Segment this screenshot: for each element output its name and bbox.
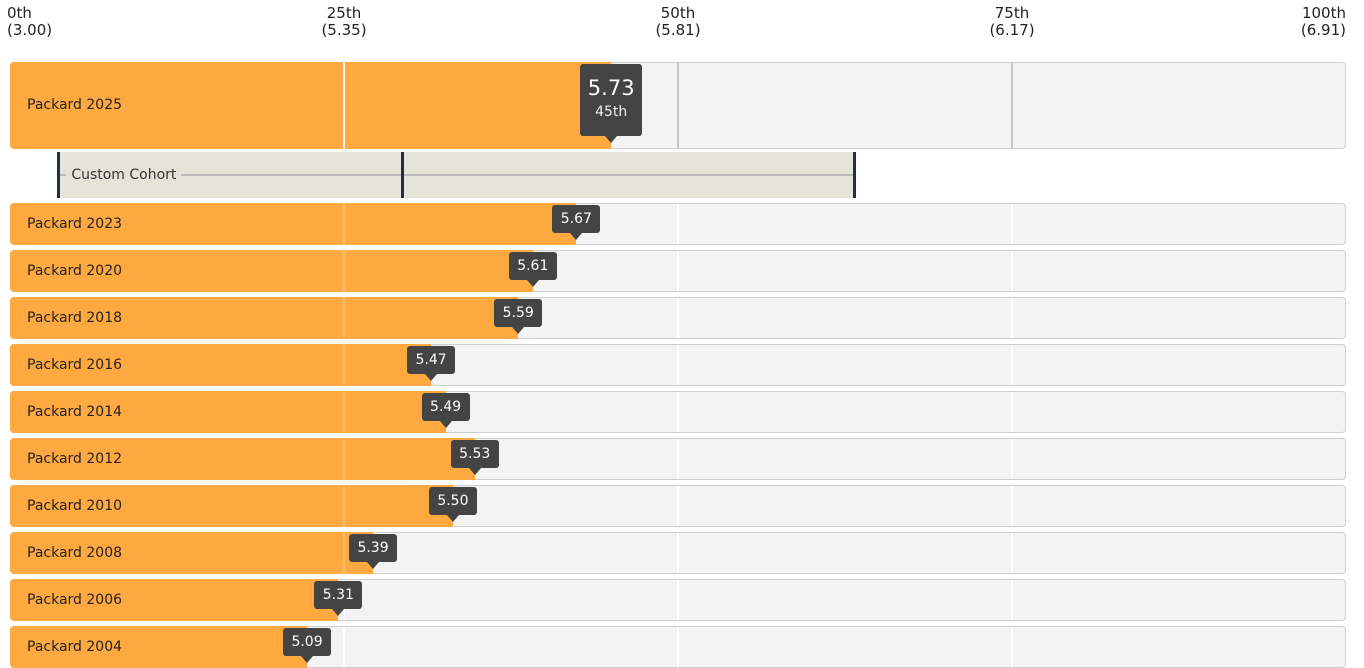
grid-line [1011,533,1013,573]
tooltip-percentile: 45th [595,104,628,120]
tooltip-pointer [301,656,314,663]
row-label: Packard 2006 [27,592,123,608]
x-tick-label: 50th (5.81) [655,4,701,39]
grid-line [677,63,679,148]
grid-line [343,203,345,245]
tooltip-pointer [439,421,452,428]
x-tick-label: 100th (6.91) [1300,4,1346,39]
tooltip-value: 5.73 [587,76,635,100]
tooltip-pointer [446,515,459,522]
row-label: Packard 2016 [27,357,123,373]
bar [10,203,577,245]
cohort-edge [401,152,405,198]
grid-line [1011,298,1013,338]
grid-line [1011,627,1013,667]
bar [10,626,308,668]
bar [10,297,519,339]
tooltip-pointer [367,562,380,569]
grid-line [1011,392,1013,432]
grid-line [677,627,679,667]
grid-line [677,439,679,479]
tooltip-pointer [605,136,618,143]
tooltip: 5.49 [421,393,470,421]
cohort-edge [853,152,857,198]
grid-line [1011,580,1013,620]
grid-line [677,486,679,526]
grid-line [1011,486,1013,526]
tooltip: 5.73 45th [580,64,643,136]
grid-line [343,438,345,480]
row-label: Packard 2020 [27,263,123,279]
row-label: Packard 2014 [27,404,123,420]
grid-line [1011,345,1013,385]
tooltip: 5.39 [349,534,398,562]
grid-line [1011,439,1013,479]
tooltip: 5.09 [283,628,332,656]
grid-line [677,345,679,385]
grid-line [1011,63,1013,148]
bar [10,62,612,149]
tooltip: 5.59 [494,299,543,327]
tooltip-pointer [468,468,481,475]
grid-line [343,62,345,149]
tooltip: 5.53 [450,440,499,468]
row-label: Packard 2004 [27,639,123,655]
bar [10,438,475,480]
x-tick-label: 75th (6.17) [989,4,1035,39]
cohort-edge [57,152,61,198]
grid-line [677,204,679,244]
tooltip: 5.61 [508,252,557,280]
tooltip: 5.47 [407,346,456,374]
grid-line [677,392,679,432]
grid-line [677,251,679,291]
cohort-line [58,174,855,176]
grid-line [343,391,345,433]
grid-line [343,250,345,292]
grid-line [343,532,345,574]
grid-line [1011,251,1013,291]
row-label: Packard 2008 [27,545,123,561]
grid-line [343,344,345,386]
tooltip-pointer [512,327,525,334]
row-label: Packard 2025 [27,97,123,113]
bar [10,250,533,292]
tooltip-pointer [425,374,438,381]
x-tick-label: 0th (3.00) [7,4,53,39]
bar [10,532,374,574]
tooltip-pointer [570,233,583,240]
tooltip-pointer [332,609,345,616]
bar [10,579,339,621]
cohort-label: Custom Cohort [66,167,182,183]
grid-line [677,298,679,338]
grid-line [677,580,679,620]
tooltip: 5.67 [552,205,601,233]
tooltip: 5.50 [428,487,477,515]
bar [10,391,446,433]
x-tick-label: 25th (5.35) [321,4,367,39]
grid-line [343,485,345,527]
grid-line [677,533,679,573]
row-label: Packard 2018 [27,310,123,326]
bar [10,344,432,386]
grid-line [343,297,345,339]
tooltip: 5.31 [314,581,363,609]
tooltip-pointer [526,280,539,287]
row-label: Packard 2023 [27,216,123,232]
row-label: Packard 2010 [27,498,123,514]
row-label: Packard 2012 [27,451,123,467]
bar [10,485,453,527]
grid-line [343,627,345,667]
grid-line [1011,204,1013,244]
